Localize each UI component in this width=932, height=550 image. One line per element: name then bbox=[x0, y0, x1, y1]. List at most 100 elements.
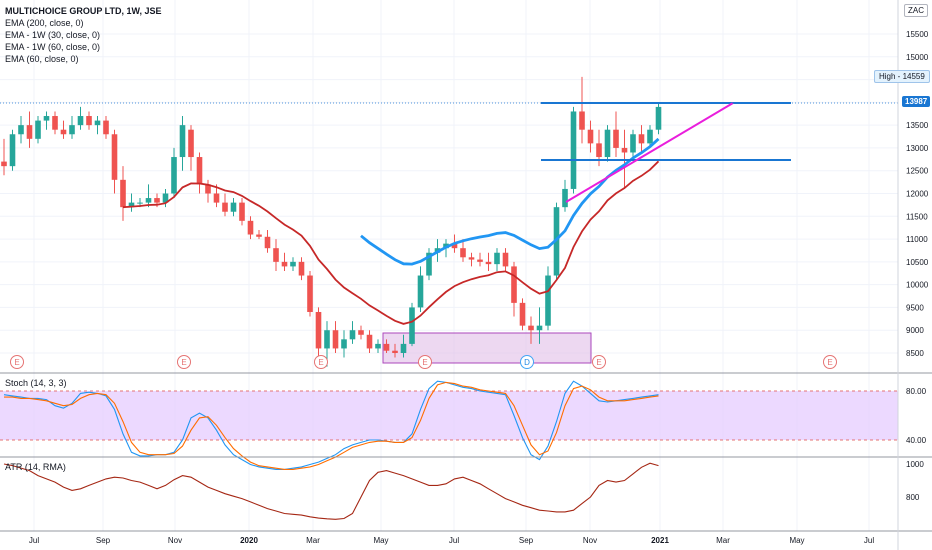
earnings-marker[interactable]: E bbox=[418, 355, 432, 369]
candle-body bbox=[264, 236, 271, 249]
candle-body bbox=[154, 198, 160, 203]
candle-body bbox=[52, 116, 58, 130]
candle-body bbox=[630, 134, 636, 153]
candle-body bbox=[273, 248, 279, 262]
candle-body bbox=[613, 129, 619, 148]
candle-body bbox=[324, 330, 330, 349]
candle-body bbox=[256, 234, 262, 237]
stoch-axis-label: 80.00 bbox=[906, 387, 927, 396]
price-axis-label: 11500 bbox=[906, 212, 928, 221]
candle-body bbox=[315, 311, 322, 349]
candle-body bbox=[349, 330, 356, 340]
demand-zone-box bbox=[382, 332, 592, 364]
dividend-marker[interactable]: D bbox=[520, 355, 534, 369]
candles-layer bbox=[1, 76, 662, 367]
candle-body bbox=[366, 334, 373, 349]
time-axis-label: 2021 bbox=[651, 536, 669, 545]
earnings-marker[interactable]: E bbox=[592, 355, 606, 369]
candle-body bbox=[570, 111, 577, 189]
earnings-marker[interactable]: E bbox=[177, 355, 191, 369]
time-axis[interactable]: Jul Sep Nov 2020 Mar May Jul Sep Nov 2021 Mar May Ju… bbox=[29, 536, 874, 545]
price-axis-label: 13500 bbox=[906, 121, 929, 130]
legend-ema-1w-60[interactable]: EMA - 1W (60, close, 0) bbox=[5, 42, 101, 52]
candle-body bbox=[358, 330, 364, 335]
candle-body bbox=[213, 193, 220, 203]
high-price-tag: High - 14559 bbox=[874, 70, 930, 83]
time-axis-label: Jul bbox=[449, 536, 459, 545]
candle-body bbox=[392, 350, 398, 353]
channel-fill-layer bbox=[0, 332, 898, 441]
price-axis-label: 11000 bbox=[906, 235, 928, 244]
earnings-marker[interactable]: E bbox=[314, 355, 328, 369]
price-axis-label: 10000 bbox=[906, 281, 929, 290]
candle-body bbox=[426, 252, 432, 276]
atr-label[interactable]: ATR (14, RMA) bbox=[5, 462, 66, 472]
candle-body bbox=[604, 129, 611, 158]
candle-body bbox=[647, 129, 653, 144]
earnings-marker[interactable]: E bbox=[823, 355, 837, 369]
candle-body bbox=[128, 202, 135, 208]
time-axis-label: Mar bbox=[306, 536, 320, 545]
candle-body bbox=[655, 106, 662, 130]
legend-ema-1w-30[interactable]: EMA - 1W (30, close, 0) bbox=[5, 30, 101, 40]
candle-body bbox=[400, 343, 407, 353]
candle-body bbox=[1, 161, 7, 167]
candle-body bbox=[86, 116, 92, 126]
candle-body bbox=[587, 129, 594, 144]
candle-body bbox=[222, 202, 228, 212]
candle-body bbox=[528, 325, 534, 331]
legend: MULTICHOICE GROUP LTD, 1W, JSE EMA (200,… bbox=[5, 5, 162, 65]
legend-ema-60[interactable]: EMA (60, close, 0) bbox=[5, 54, 79, 64]
time-axis-label: Nov bbox=[168, 536, 182, 545]
candle-body bbox=[290, 261, 296, 267]
time-axis-label: Nov bbox=[583, 536, 597, 545]
time-axis-label: May bbox=[789, 536, 804, 545]
candle-body bbox=[9, 134, 16, 167]
stoch-label[interactable]: Stoch (14, 3, 3) bbox=[5, 378, 67, 388]
candle-body bbox=[494, 252, 500, 265]
candle-body bbox=[596, 143, 602, 158]
candle-body bbox=[205, 184, 211, 194]
candle-body bbox=[511, 266, 517, 303]
candle-body bbox=[579, 111, 585, 130]
candle-body bbox=[103, 120, 109, 135]
candle-body bbox=[307, 275, 313, 312]
candle-body bbox=[35, 120, 41, 139]
ema-red-line bbox=[122, 160, 660, 325]
candle-body bbox=[477, 259, 483, 262]
candle-body bbox=[43, 116, 50, 121]
candle-body bbox=[239, 202, 245, 221]
grid-lines bbox=[0, 0, 898, 531]
candle-body bbox=[332, 330, 339, 349]
price-axis-label: 15000 bbox=[906, 53, 929, 62]
time-axis-label: Sep bbox=[96, 536, 111, 545]
candle-body bbox=[281, 261, 288, 267]
overlay-layer bbox=[0, 102, 898, 325]
ema-blue-line bbox=[360, 137, 660, 266]
candle-body bbox=[179, 125, 186, 158]
candle-body bbox=[341, 339, 347, 349]
candle-body bbox=[162, 193, 169, 203]
candle-body bbox=[171, 157, 177, 194]
candle-body bbox=[519, 302, 526, 326]
candle-body bbox=[111, 134, 118, 180]
price-axis-label: 10500 bbox=[906, 258, 929, 267]
candle-body bbox=[230, 202, 237, 212]
candle-body bbox=[502, 252, 509, 267]
price-axis-label: 12500 bbox=[906, 167, 929, 176]
earnings-marker[interactable]: E bbox=[10, 355, 24, 369]
price-axis-label: 9500 bbox=[906, 303, 924, 312]
candle-body bbox=[94, 120, 101, 126]
legend-ema-200[interactable]: EMA (200, close, 0) bbox=[5, 18, 84, 28]
candle-body bbox=[145, 198, 152, 203]
time-axis-label: May bbox=[373, 536, 388, 545]
candle-body bbox=[298, 261, 305, 276]
time-axis-label: Jul bbox=[29, 536, 39, 545]
atr-line bbox=[3, 462, 659, 520]
candle-body bbox=[69, 125, 75, 135]
candle-body bbox=[77, 116, 84, 126]
price-axis-label: 15500 bbox=[906, 30, 929, 39]
stoch-axis-label: 40.00 bbox=[906, 436, 927, 445]
